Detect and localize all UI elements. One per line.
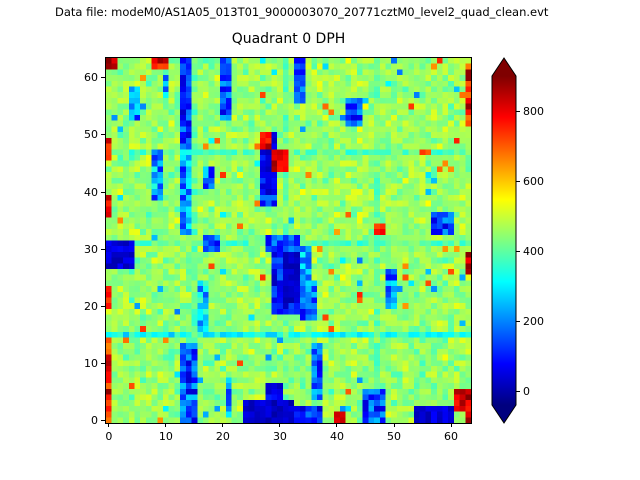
y-tick-label: 50 [84,128,98,142]
x-tick-mark [336,423,338,427]
y-tick-mark [101,305,105,307]
y-tick-mark [101,362,105,364]
data-file-label: Data file: modeM0/AS1A05_013T01_90000030… [55,5,549,19]
x-tick-label: 30 [272,430,287,443]
y-tick-mark [101,134,105,136]
y-tick-label: 0 [91,413,98,427]
x-tick-mark [222,423,224,427]
plot-title: Quadrant 0 DPH [231,31,346,47]
x-tick-mark [165,423,167,427]
colorbar-tick-label: 200 [523,314,544,328]
colorbar-tick-mark [516,110,520,112]
heatmap-image [106,58,471,423]
x-tick-label: 20 [215,430,230,443]
x-tick-label: 50 [387,430,401,443]
colorbar-tick-label: 400 [523,244,544,258]
x-tick-mark [450,423,452,427]
y-tick-label: 30 [84,242,98,256]
y-tick-mark [101,191,105,193]
x-tick-label: 60 [444,430,459,443]
colorbar-tick-label: 600 [523,174,544,188]
colorbar-gradient [491,57,517,424]
colorbar-tick-mark [516,320,520,322]
x-tick-mark [279,423,281,427]
colorbar-tick-mark [516,180,520,182]
axes-frame [105,57,472,424]
y-tick-label: 10 [84,356,98,370]
y-tick-mark [101,419,105,421]
y-tick-label: 20 [84,299,98,313]
colorbar [491,57,517,424]
colorbar-tick-mark [516,250,520,252]
y-tick-mark [101,248,105,250]
x-tick-mark [108,423,110,427]
y-tick-mark [101,77,105,79]
x-tick-label: 0 [105,430,113,443]
colorbar-tick-mark [516,390,520,392]
x-tick-label: 40 [329,430,344,443]
colorbar-tick-label: 800 [523,104,544,118]
x-tick-label: 10 [158,430,173,443]
x-tick-mark [393,423,395,427]
y-tick-label: 40 [84,185,98,199]
y-tick-label: 60 [84,71,98,85]
colorbar-tick-label: 0 [523,384,530,398]
